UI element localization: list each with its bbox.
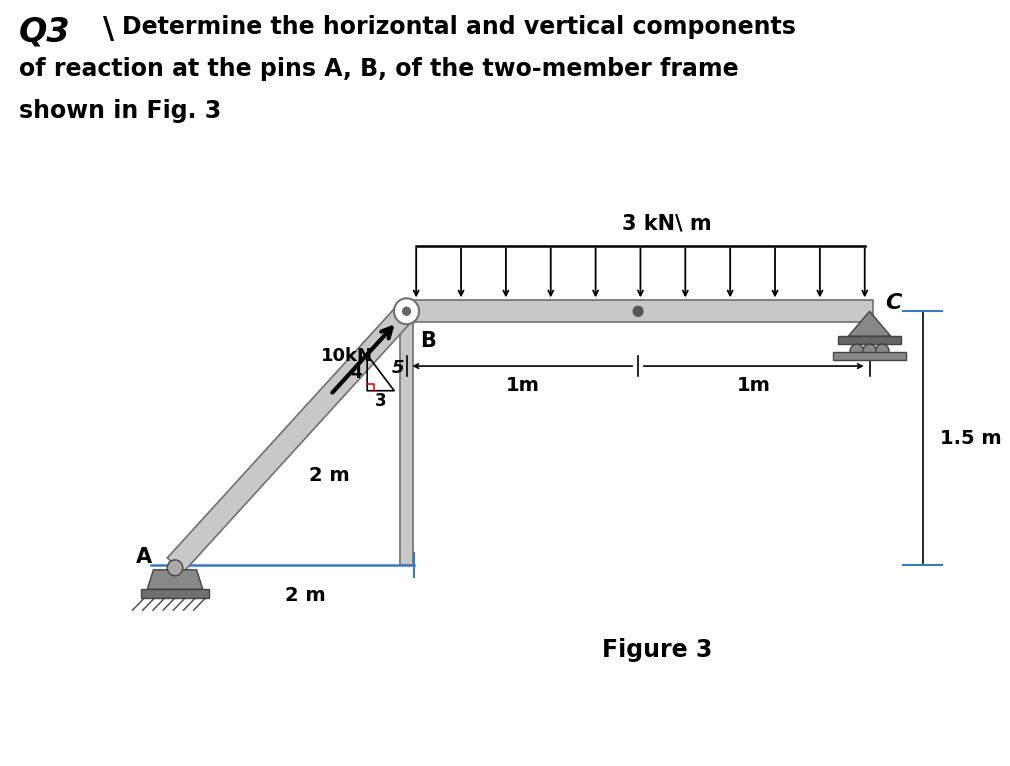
- Polygon shape: [147, 570, 203, 589]
- Text: 1m: 1m: [737, 377, 771, 395]
- Circle shape: [403, 307, 410, 316]
- Text: 1.5 m: 1.5 m: [940, 429, 1002, 448]
- Bar: [141, 589, 209, 598]
- Text: 2 m: 2 m: [285, 586, 325, 604]
- Text: 5: 5: [392, 358, 405, 377]
- Polygon shape: [168, 304, 414, 573]
- Text: 1m: 1m: [505, 377, 539, 395]
- Text: \: \: [103, 15, 114, 44]
- Text: of reaction at the pins A, B, of the two-member frame: of reaction at the pins A, B, of the two…: [19, 57, 738, 81]
- Bar: [833, 352, 906, 360]
- Polygon shape: [848, 311, 891, 336]
- Circle shape: [633, 306, 643, 316]
- Bar: [405, 300, 874, 322]
- Text: Q3: Q3: [19, 15, 71, 48]
- Text: 10kN: 10kN: [321, 347, 373, 365]
- Text: 2 m: 2 m: [309, 466, 349, 486]
- Bar: [837, 336, 901, 344]
- Text: 4: 4: [349, 364, 362, 381]
- Text: Figure 3: Figure 3: [602, 638, 712, 662]
- Circle shape: [863, 344, 877, 358]
- Text: 3: 3: [375, 391, 387, 410]
- Text: 3 kN\ m: 3 kN\ m: [622, 214, 712, 234]
- Text: shown in Fig. 3: shown in Fig. 3: [19, 99, 221, 123]
- Text: B: B: [420, 331, 435, 351]
- Text: A: A: [136, 548, 153, 568]
- Circle shape: [876, 344, 889, 358]
- Text: C: C: [886, 293, 902, 313]
- Bar: [400, 311, 413, 565]
- Circle shape: [168, 560, 183, 576]
- Text: Determine the horizontal and vertical components: Determine the horizontal and vertical co…: [122, 15, 796, 39]
- Circle shape: [850, 344, 864, 358]
- Circle shape: [394, 298, 419, 324]
